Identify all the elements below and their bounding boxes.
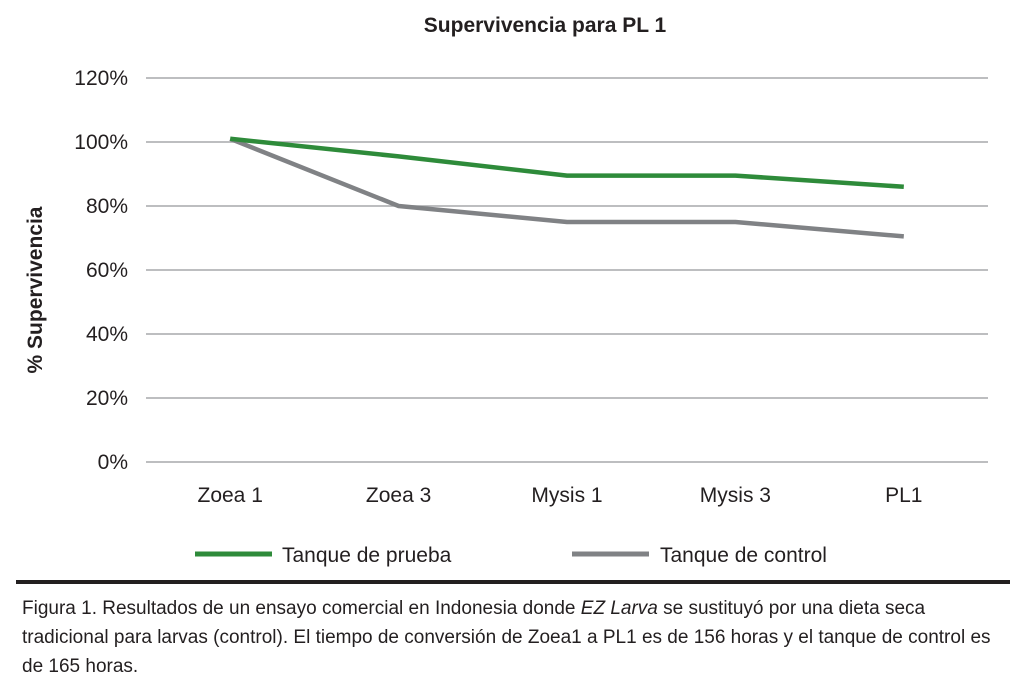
y-axis-label: % Supervivencia xyxy=(24,206,47,373)
caption-text-after: se sustituyó por una dieta seca tradicio… xyxy=(22,598,991,677)
x-tick-label: PL1 xyxy=(885,484,922,507)
y-tick-label: 60% xyxy=(86,259,128,282)
y-tick-label: 20% xyxy=(86,387,128,410)
x-tick-label: Zoea 3 xyxy=(366,484,431,507)
y-tick-label: 120% xyxy=(74,67,128,90)
series-line xyxy=(229,136,904,239)
survival-line-chart: Supervivencia para PL 1 0% 20% 40% 60% 80% 10… xyxy=(24,14,988,567)
figure-caption: Figura 1. Resultados de un ensayo comerc… xyxy=(22,594,1002,681)
caption-product-name: EZ Larva xyxy=(580,598,658,619)
y-tick-label: 0% xyxy=(98,451,128,474)
y-axis-ticks: 0% 20% 40% 60% 80% 100% 120% xyxy=(74,67,128,474)
x-tick-label: Mysis 3 xyxy=(700,484,771,507)
caption-text-before: Resultados de un ensayo comercial en Ind… xyxy=(96,598,581,619)
gridlines xyxy=(146,77,988,463)
legend: Tanque de prueba Tanque de control xyxy=(195,544,827,567)
y-tick-label: 80% xyxy=(86,195,128,218)
legend-label: Tanque de control xyxy=(660,544,827,567)
series-lines xyxy=(229,136,904,239)
x-tick-label: Mysis 1 xyxy=(531,484,602,507)
legend-label: Tanque de prueba xyxy=(282,544,452,567)
x-axis-ticks: Zoea 1 Zoea 3 Mysis 1 Mysis 3 PL1 xyxy=(198,484,923,507)
y-tick-label: 40% xyxy=(86,323,128,346)
x-tick-label: Zoea 1 xyxy=(198,484,263,507)
caption-divider xyxy=(16,580,1010,584)
y-tick-label: 100% xyxy=(74,131,128,154)
chart-title: Supervivencia para PL 1 xyxy=(424,14,667,37)
caption-figure-label: Figura 1. xyxy=(22,598,97,619)
